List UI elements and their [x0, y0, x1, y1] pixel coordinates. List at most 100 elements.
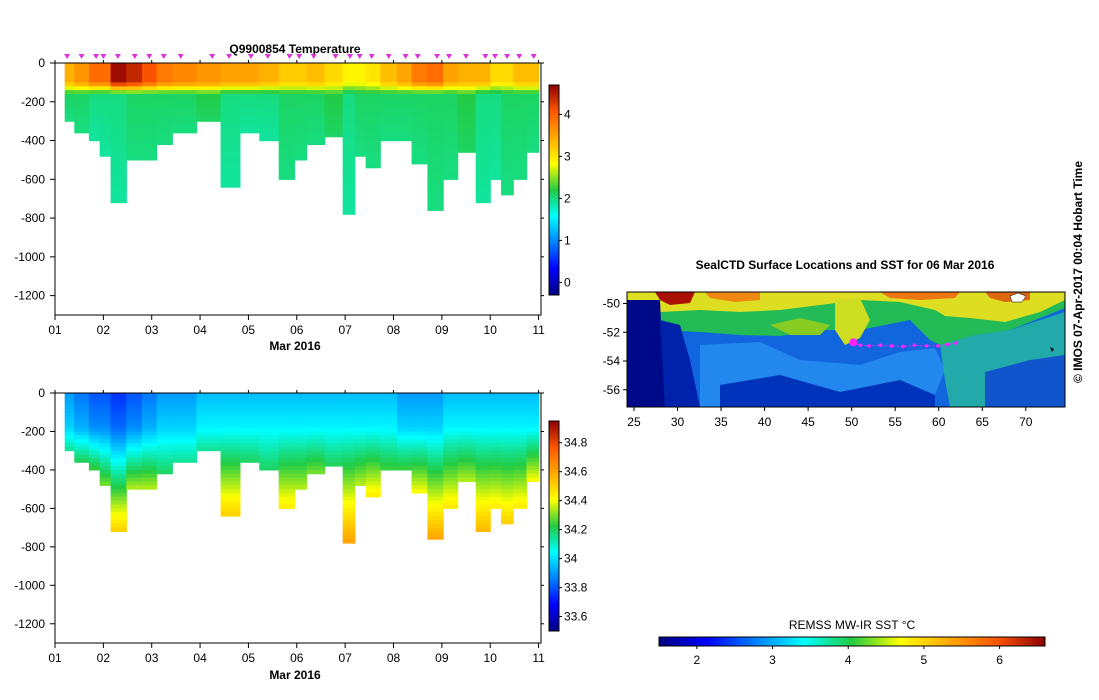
profile-cell	[259, 109, 280, 114]
profile-cell	[397, 117, 413, 122]
profile-cell	[156, 113, 173, 118]
profile-cell	[443, 458, 459, 463]
profile-cell	[490, 408, 502, 413]
profile-cell	[240, 74, 260, 80]
profile-cell	[259, 66, 280, 72]
profile-cell	[501, 66, 514, 72]
profile-cell	[278, 163, 295, 169]
profile-cell	[220, 140, 241, 145]
profile-cell	[278, 156, 295, 161]
profile-cell	[88, 82, 101, 87]
profile-cell	[443, 167, 459, 173]
profile-cell	[501, 86, 514, 91]
profile-cell	[64, 101, 75, 107]
colorbar-tick-label: 0	[564, 275, 571, 289]
profile-cell	[380, 404, 398, 409]
profile-cell	[427, 144, 444, 149]
profile-cell	[475, 516, 491, 521]
profile-cell	[526, 393, 540, 398]
profile-cell	[354, 412, 367, 417]
profile-cell	[411, 97, 428, 103]
profile-cell	[526, 439, 540, 444]
profile-cell	[88, 94, 101, 99]
profile-cell	[99, 144, 112, 149]
profile-cell	[475, 489, 491, 494]
profile-cell	[342, 70, 356, 76]
profile-cell	[365, 493, 381, 498]
profile-cell	[342, 416, 356, 421]
profile-cell	[457, 454, 477, 459]
profile-cell	[240, 423, 260, 429]
profile-cell	[365, 466, 381, 471]
profile-cell	[475, 439, 491, 444]
profile-cell	[475, 493, 491, 498]
profile-cell	[365, 439, 381, 444]
profile-cell	[196, 446, 222, 452]
profile-cell	[443, 493, 459, 498]
profile-cell	[278, 121, 295, 126]
profile-cell	[427, 431, 444, 436]
profile-cell	[156, 117, 173, 122]
profile-cell	[354, 446, 367, 452]
profile-cell	[172, 435, 198, 440]
profile-cell	[220, 454, 241, 459]
profile-cell	[88, 125, 101, 130]
profile-cell	[354, 97, 367, 103]
profile-cell	[278, 117, 295, 122]
profile-cell	[278, 144, 295, 149]
profile-cell	[306, 396, 326, 402]
profile-marker	[296, 54, 303, 59]
profile-cell	[354, 125, 367, 130]
profile-cell	[64, 435, 75, 440]
profile-cell	[501, 516, 514, 521]
profile-cell	[99, 94, 112, 99]
profile-cell	[513, 140, 528, 145]
profile-cell	[259, 105, 280, 111]
profile-cell	[294, 109, 308, 114]
profile-cell	[74, 74, 90, 80]
profile-cell	[126, 408, 143, 413]
profile-cell	[490, 97, 502, 103]
profile-cell	[526, 144, 540, 149]
colorbar-tick-label: 3	[564, 149, 571, 163]
profile-cell	[110, 117, 127, 122]
profile-cell	[475, 74, 491, 80]
profile-cell	[126, 416, 143, 421]
profile-cell	[126, 117, 143, 122]
profile-cell	[457, 450, 477, 456]
profile-cell	[110, 431, 127, 436]
profile-cell	[427, 206, 444, 211]
profile-cell	[220, 396, 241, 402]
profile-cell	[259, 82, 280, 87]
map-y-tick-label: -56	[603, 383, 621, 397]
track-line	[853, 341, 957, 348]
profile-marker	[209, 54, 216, 59]
profile-cell	[142, 443, 158, 448]
profile-cell	[294, 82, 308, 87]
sst-colorbar-tick-label: 5	[921, 653, 928, 667]
profile-cell	[513, 74, 528, 80]
profile-cell	[411, 396, 428, 402]
profile-cell	[126, 82, 143, 87]
profile-cell	[501, 175, 514, 180]
profile-cell	[397, 105, 413, 111]
profile-cell	[240, 393, 260, 398]
profile-cell	[259, 462, 280, 467]
profile-cell	[526, 63, 540, 68]
profile-cell	[74, 431, 90, 436]
profile-cell	[490, 63, 502, 68]
profile-cell	[342, 156, 356, 161]
profile-cell	[443, 435, 459, 440]
profile-cell	[427, 113, 444, 118]
profile-marker	[146, 54, 153, 59]
profile-cell	[354, 74, 367, 80]
profile-marker	[247, 54, 254, 59]
profile-marker	[114, 54, 121, 59]
profile-cell	[196, 443, 222, 448]
profile-cell	[490, 128, 502, 134]
profile-cell	[411, 66, 428, 72]
profile-cell	[427, 469, 444, 475]
profile-cell	[110, 171, 127, 177]
profile-cell	[513, 408, 528, 413]
